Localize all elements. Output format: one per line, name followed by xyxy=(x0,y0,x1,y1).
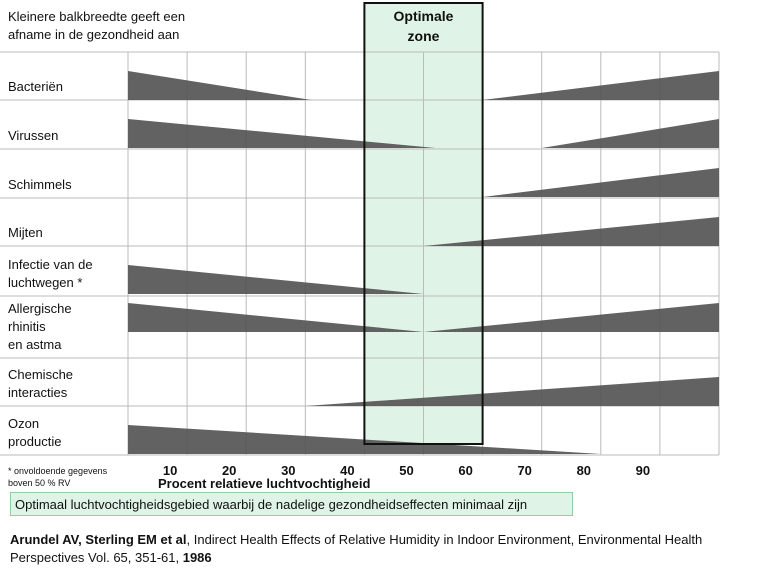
optimal-zone-border xyxy=(363,2,484,445)
row-label: Mijten xyxy=(8,225,43,240)
citation-part: Arundel AV, Sterling EM et al xyxy=(10,532,187,547)
x-tick-label: 20 xyxy=(222,463,236,478)
footnote: * onvoldoende gegevens xyxy=(8,466,108,476)
header: Kleinere balkbreedte geeft een xyxy=(8,9,185,24)
row-label: Schimmels xyxy=(8,177,72,192)
x-tick-label: 60 xyxy=(458,463,472,478)
header: afname in de gezondheid aan xyxy=(8,27,179,42)
row-label: productie xyxy=(8,434,61,449)
chart: Kleinere balkbreedte geeft een afname in … xyxy=(0,2,720,490)
note: Optimaal luchtvochtigheidsgebied waarbij… xyxy=(10,492,573,516)
wedge xyxy=(305,377,719,406)
row-label: Bacteriën xyxy=(8,79,63,94)
citation: Arundel AV, Sterling EM et al, Indirect … xyxy=(10,531,762,567)
row-label: Ozon xyxy=(8,416,39,431)
wedge xyxy=(128,303,424,332)
wedge xyxy=(128,119,436,148)
x-tick-label: 90 xyxy=(636,463,650,478)
x-tick-label: 10 xyxy=(163,463,177,478)
row-label: en astma xyxy=(8,337,62,352)
row-label: Infectie van de xyxy=(8,257,93,272)
x-axis-label: Procent relatieve luchtvochtigheid xyxy=(158,476,370,490)
x-tick-label: 80 xyxy=(577,463,591,478)
wedge xyxy=(128,71,312,100)
wedge xyxy=(423,303,719,332)
row-label: interacties xyxy=(8,385,68,400)
footnote: boven 50 % RV xyxy=(8,478,70,488)
zone-label: zone xyxy=(408,28,440,44)
citation-part: 1986 xyxy=(182,550,212,565)
row-label: Virussen xyxy=(8,128,58,143)
x-tick-label: 30 xyxy=(281,463,295,478)
row-label: Chemische xyxy=(8,367,73,382)
x-tick-label: 40 xyxy=(340,463,354,478)
row-label: Allergische xyxy=(8,301,72,316)
wedge xyxy=(482,168,719,197)
x-tick-label: 70 xyxy=(517,463,531,478)
row-label: luchtwegen * xyxy=(8,275,82,290)
zone-label: Optimale xyxy=(394,8,454,24)
wedge xyxy=(541,119,719,148)
citation-part: , Indirect Health Effects of Relative Hu… xyxy=(10,532,703,565)
wedge xyxy=(423,217,719,246)
x-tick-label: 50 xyxy=(399,463,413,478)
wedge xyxy=(482,71,719,100)
wedge xyxy=(128,265,424,294)
row-label: rhinitis xyxy=(8,319,46,334)
